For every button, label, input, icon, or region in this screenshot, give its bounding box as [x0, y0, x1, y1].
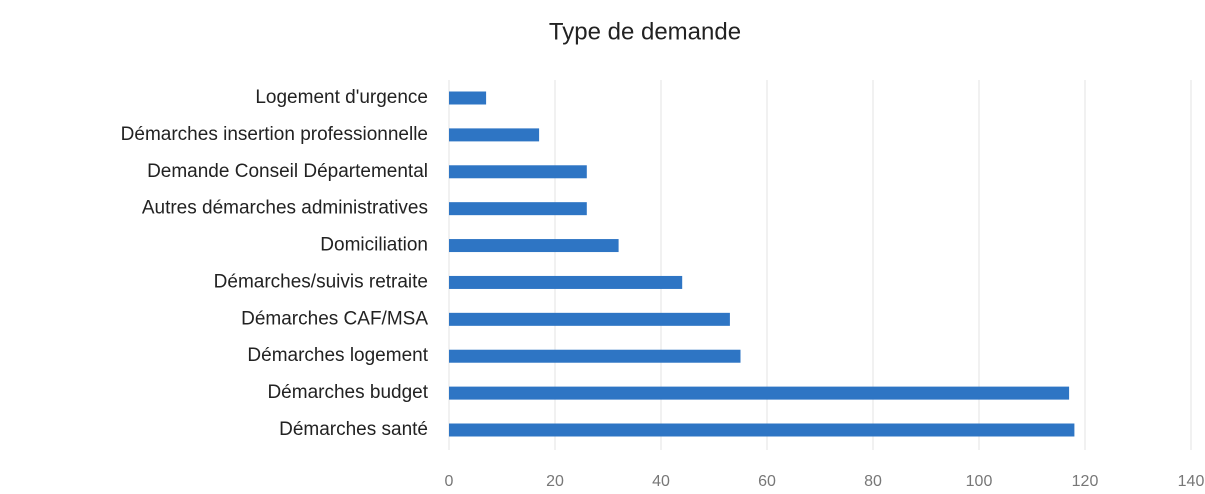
x-tick-label: 120 [1072, 473, 1099, 489]
y-tick-label: Demande Conseil Départemental [147, 161, 428, 182]
x-tick-label: 80 [864, 473, 882, 489]
x-tick-label: 100 [966, 473, 993, 489]
y-tick-label: Autres démarches administratives [142, 198, 428, 219]
y-tick-label: Logement d'urgence [255, 87, 428, 108]
x-tick-label: 140 [1178, 473, 1205, 489]
bar [449, 91, 487, 105]
bar [449, 165, 587, 179]
x-tick-label: 40 [652, 473, 670, 489]
bar [449, 275, 683, 289]
bar [449, 239, 619, 253]
chart-title: Type de demande [549, 18, 741, 45]
bar [449, 423, 1075, 437]
y-tick-label: Démarches CAF/MSA [241, 308, 428, 329]
y-tick-label: Démarches/suivis retraite [214, 271, 428, 292]
bar [449, 349, 741, 363]
y-tick-label: Domiciliation [320, 235, 428, 256]
bar [449, 128, 540, 142]
x-tick-label: 0 [445, 473, 454, 489]
y-tick-label: Démarches insertion professionnelle [121, 124, 428, 145]
bar [449, 386, 1070, 400]
y-tick-label: Démarches santé [279, 419, 428, 440]
x-tick-label: 20 [546, 473, 564, 489]
y-tick-label: Démarches logement [247, 345, 428, 366]
bar [449, 202, 587, 216]
bar [449, 312, 730, 326]
x-tick-label: 60 [758, 473, 776, 489]
y-tick-label: Démarches budget [267, 382, 428, 403]
